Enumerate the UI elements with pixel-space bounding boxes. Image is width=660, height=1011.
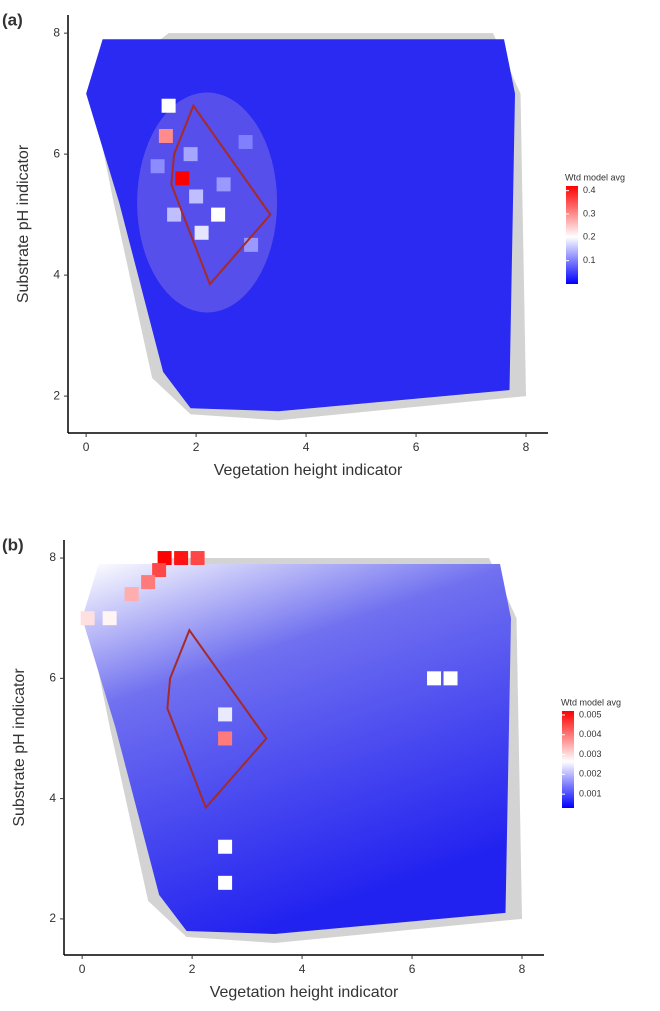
tile [238, 135, 253, 150]
colorbar-label: 0.002 [579, 769, 602, 779]
tile [218, 707, 233, 722]
tile [427, 671, 442, 686]
tile [218, 875, 233, 890]
tile [161, 98, 176, 113]
y-tick-label: 6 [53, 146, 60, 160]
tile [194, 225, 209, 240]
colorbar [566, 186, 578, 284]
x-axis-label: Vegetation height indicator [214, 462, 403, 479]
tile [218, 839, 233, 854]
colorbar-label: 0.004 [579, 729, 602, 739]
y-axis-label: Substrate pH indicator [11, 668, 28, 827]
panel-label: (a) [2, 10, 23, 29]
x-tick-label: 2 [189, 962, 196, 976]
y-tick-label: 4 [49, 791, 56, 805]
y-tick-label: 2 [49, 911, 56, 925]
tile [174, 551, 189, 566]
x-tick-label: 6 [409, 962, 416, 976]
colorbar-label: 0.003 [579, 749, 602, 759]
tile [158, 128, 173, 143]
colorbar-label: 0.1 [583, 255, 596, 265]
dense-tiles [82, 564, 512, 934]
y-tick-label: 8 [53, 25, 60, 39]
x-tick-label: 6 [413, 440, 420, 454]
panel-label: (b) [2, 535, 24, 554]
x-tick-label: 2 [193, 440, 200, 454]
colorbar-label: 0.005 [579, 709, 602, 719]
niche-polygon [170, 103, 272, 287]
tile [141, 575, 156, 590]
tile [216, 177, 231, 192]
colorbar-label: 0.4 [583, 185, 596, 195]
colorbar-label: 0.001 [579, 789, 602, 799]
tile [183, 147, 198, 162]
tile [175, 171, 190, 186]
tile [80, 611, 95, 626]
colorbar [562, 711, 574, 808]
legend-title: Wtd model avg [565, 172, 625, 182]
y-tick-label: 8 [49, 550, 56, 564]
x-tick-label: 4 [299, 962, 306, 976]
x-axis-label: Vegetation height indicator [210, 984, 399, 1001]
y-tick-label: 4 [53, 267, 60, 281]
y-tick-label: 2 [53, 388, 60, 402]
tile [190, 551, 205, 566]
tile [443, 671, 458, 686]
tile [189, 189, 204, 204]
niche-polygon [166, 628, 268, 810]
x-tick-label: 4 [303, 440, 310, 454]
tile [152, 563, 167, 578]
tile [218, 731, 233, 746]
x-tick-label: 0 [79, 962, 86, 976]
x-tick-label: 8 [519, 962, 526, 976]
colorbar-label: 0.2 [583, 232, 596, 242]
y-axis-label: Substrate pH indicator [15, 144, 32, 303]
tile [167, 207, 182, 222]
x-tick-label: 0 [83, 440, 90, 454]
tile [102, 611, 117, 626]
tile [244, 237, 259, 252]
colorbar-label: 0.3 [583, 208, 596, 218]
legend-title: Wtd model avg [561, 697, 621, 707]
tile [124, 587, 139, 602]
tile [150, 159, 165, 174]
y-tick-label: 6 [49, 671, 56, 685]
tile [157, 551, 172, 566]
tile [211, 207, 226, 222]
x-tick-label: 8 [523, 440, 530, 454]
